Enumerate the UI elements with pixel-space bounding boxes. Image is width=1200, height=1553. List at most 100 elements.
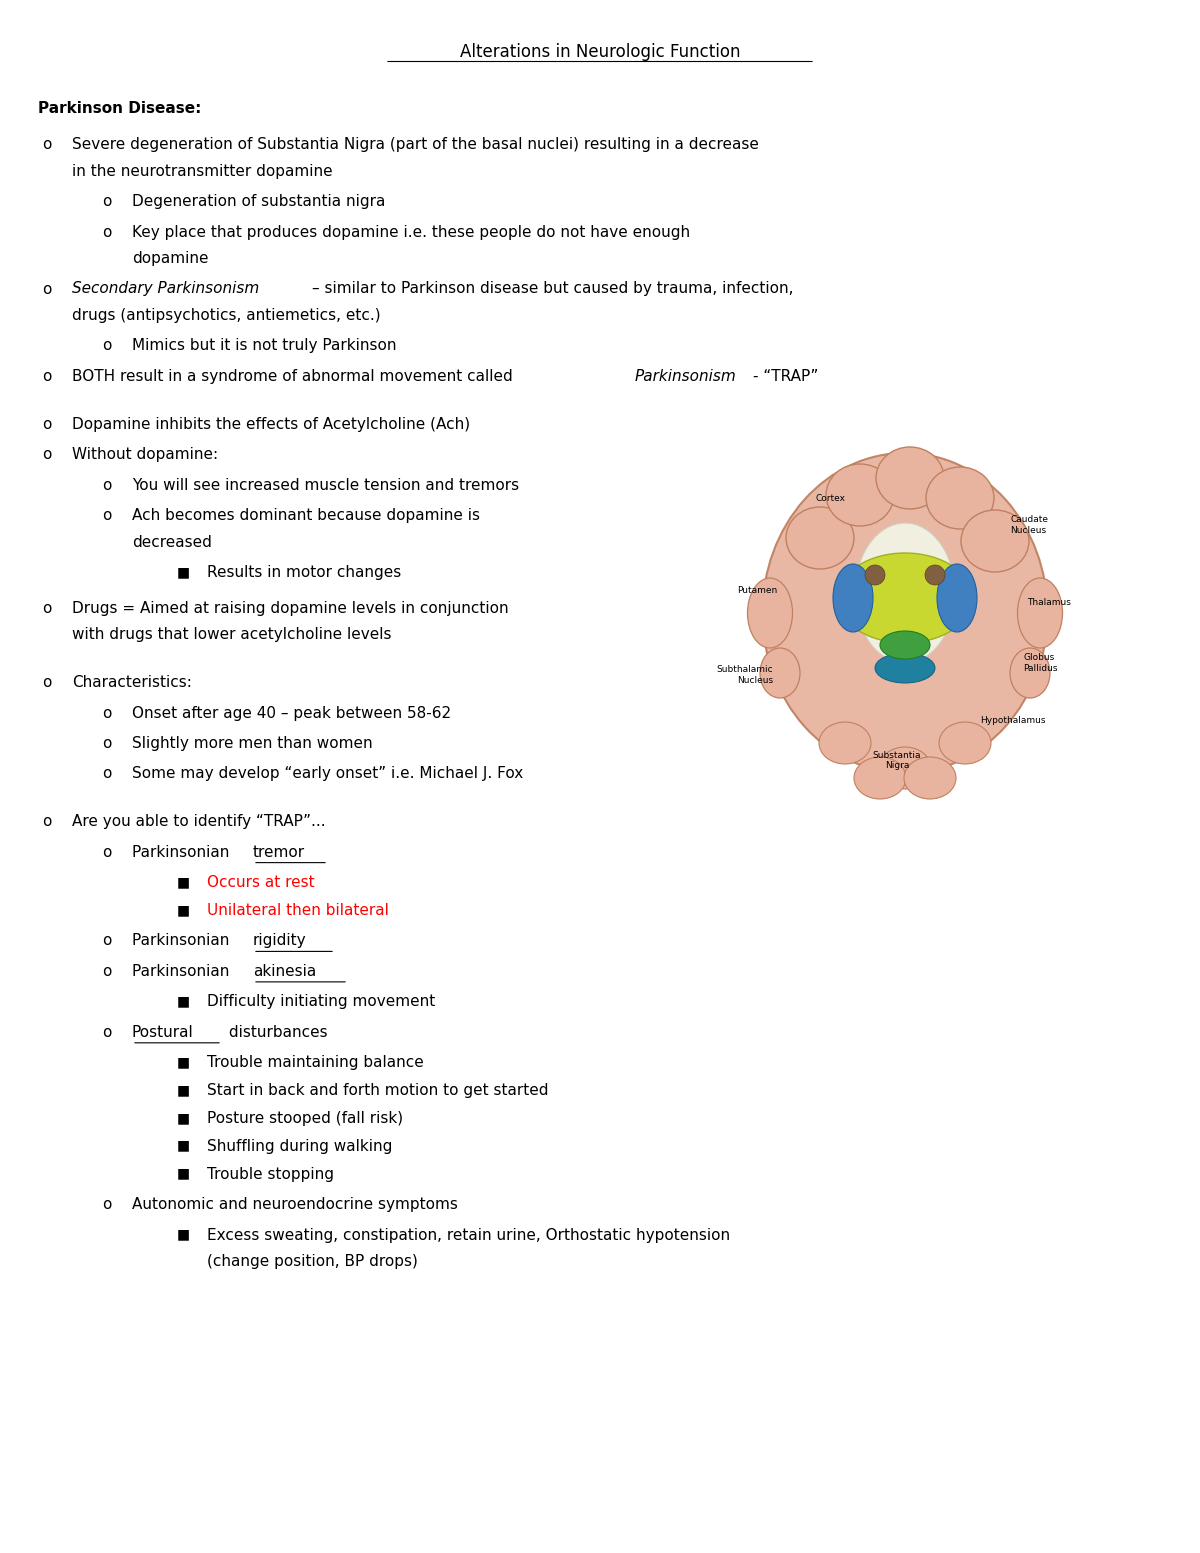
Text: Caudate
Nucleus: Caudate Nucleus <box>1010 516 1048 534</box>
Text: Thalamus: Thalamus <box>1027 598 1070 607</box>
Text: Start in back and forth motion to get started: Start in back and forth motion to get st… <box>208 1082 548 1098</box>
Ellipse shape <box>826 464 894 526</box>
Text: with drugs that lower acetylcholine levels: with drugs that lower acetylcholine leve… <box>72 627 391 643</box>
Text: o: o <box>42 370 52 384</box>
Text: o: o <box>102 508 112 523</box>
Ellipse shape <box>904 756 956 798</box>
Text: in the neurotransmitter dopamine: in the neurotransmitter dopamine <box>72 163 332 179</box>
Text: Cortex: Cortex <box>815 494 845 503</box>
Text: Parkinsonian: Parkinsonian <box>132 845 234 860</box>
Ellipse shape <box>926 467 994 530</box>
Ellipse shape <box>820 722 871 764</box>
Text: ■: ■ <box>178 1110 190 1124</box>
Text: Some may develop “early onset” i.e. Michael J. Fox: Some may develop “early onset” i.e. Mich… <box>132 767 523 781</box>
Text: Shuffling during walking: Shuffling during walking <box>208 1138 392 1154</box>
Text: Are you able to identify “TRAP”...: Are you able to identify “TRAP”... <box>72 814 325 829</box>
Text: Excess sweating, constipation, retain urine, Orthostatic hypotension: Excess sweating, constipation, retain ur… <box>208 1227 730 1242</box>
Text: rigidity: rigidity <box>253 933 307 949</box>
Text: Without dopamine:: Without dopamine: <box>72 447 218 463</box>
Text: Globus
Pallidus: Globus Pallidus <box>1022 654 1057 672</box>
Ellipse shape <box>880 747 931 789</box>
Text: o: o <box>102 1197 112 1211</box>
Text: Secondary Parkinsonism: Secondary Parkinsonism <box>72 281 259 297</box>
Text: o: o <box>102 705 112 721</box>
Text: disturbances: disturbances <box>224 1025 328 1041</box>
Text: ■: ■ <box>178 1227 190 1241</box>
Text: ■: ■ <box>178 1166 190 1180</box>
Text: drugs (antipsychotics, antiemetics, etc.): drugs (antipsychotics, antiemetics, etc.… <box>72 307 380 323</box>
Text: Drugs = Aimed at raising dopamine levels in conjunction: Drugs = Aimed at raising dopamine levels… <box>72 601 509 617</box>
Text: akinesia: akinesia <box>253 964 317 978</box>
Ellipse shape <box>875 652 935 683</box>
Text: Hypothalamus: Hypothalamus <box>980 716 1045 725</box>
Text: o: o <box>42 281 52 297</box>
Ellipse shape <box>760 648 800 697</box>
Text: (change position, BP drops): (change position, BP drops) <box>208 1255 418 1269</box>
Text: dopamine: dopamine <box>132 252 209 266</box>
Ellipse shape <box>762 453 1048 773</box>
Text: Parkinsonian: Parkinsonian <box>132 933 234 949</box>
Text: o: o <box>102 478 112 492</box>
Text: o: o <box>102 767 112 781</box>
Ellipse shape <box>876 447 944 509</box>
Text: BOTH result in a syndrome of abnormal movement called: BOTH result in a syndrome of abnormal mo… <box>72 370 517 384</box>
Text: Results in motor changes: Results in motor changes <box>208 565 401 581</box>
Text: o: o <box>42 676 52 690</box>
Ellipse shape <box>748 578 792 648</box>
Text: o: o <box>42 416 52 432</box>
Text: Characteristics:: Characteristics: <box>72 676 192 690</box>
Ellipse shape <box>833 564 874 632</box>
Text: tremor: tremor <box>253 845 305 860</box>
Ellipse shape <box>937 564 977 632</box>
Text: Postural: Postural <box>132 1025 193 1041</box>
Text: o: o <box>102 194 112 210</box>
Text: Difficulty initiating movement: Difficulty initiating movement <box>208 994 436 1009</box>
Text: Substantia
Nigra: Substantia Nigra <box>872 752 922 770</box>
Text: Parkinsonian: Parkinsonian <box>132 964 234 978</box>
Text: o: o <box>42 137 52 152</box>
Ellipse shape <box>961 509 1030 572</box>
Ellipse shape <box>1018 578 1062 648</box>
Text: ■: ■ <box>178 1082 190 1096</box>
Text: ■: ■ <box>178 994 190 1008</box>
Text: o: o <box>42 447 52 463</box>
Text: Alterations in Neurologic Function: Alterations in Neurologic Function <box>460 43 740 61</box>
Text: – similar to Parkinson disease but caused by trauma, infection,: – similar to Parkinson disease but cause… <box>312 281 793 297</box>
Text: Ach becomes dominant because dopamine is: Ach becomes dominant because dopamine is <box>132 508 480 523</box>
Text: ■: ■ <box>178 1056 190 1070</box>
Text: ■: ■ <box>178 1138 190 1152</box>
Text: Parkinsonism: Parkinsonism <box>635 370 737 384</box>
Text: Putamen: Putamen <box>737 587 778 595</box>
Text: o: o <box>102 225 112 239</box>
Text: Onset after age 40 – peak between 58-62: Onset after age 40 – peak between 58-62 <box>132 705 451 721</box>
Text: o: o <box>42 601 52 617</box>
Ellipse shape <box>880 631 930 658</box>
Text: Slightly more men than women: Slightly more men than women <box>132 736 373 752</box>
Ellipse shape <box>1010 648 1050 697</box>
Ellipse shape <box>854 756 906 798</box>
Text: Severe degeneration of Substantia Nigra (part of the basal nuclei) resulting in : Severe degeneration of Substantia Nigra … <box>72 137 758 152</box>
Text: Subthalamic
Nucleus: Subthalamic Nucleus <box>716 665 773 685</box>
Text: Autonomic and neuroendocrine symptoms: Autonomic and neuroendocrine symptoms <box>132 1197 458 1211</box>
Text: Posture stooped (fall risk): Posture stooped (fall risk) <box>208 1110 403 1126</box>
Text: ■: ■ <box>178 874 190 890</box>
Text: decreased: decreased <box>132 534 212 550</box>
Text: o: o <box>42 814 52 829</box>
Text: ■: ■ <box>178 902 190 916</box>
Ellipse shape <box>865 565 886 585</box>
Text: Dopamine inhibits the effects of Acetylcholine (Ach): Dopamine inhibits the effects of Acetylc… <box>72 416 470 432</box>
Text: Trouble stopping: Trouble stopping <box>208 1166 334 1182</box>
Text: ■: ■ <box>178 565 190 579</box>
Ellipse shape <box>786 506 854 568</box>
Text: - “TRAP”: - “TRAP” <box>754 370 818 384</box>
Text: Key place that produces dopamine i.e. these people do not have enough: Key place that produces dopamine i.e. th… <box>132 225 690 239</box>
Text: o: o <box>102 736 112 752</box>
Text: o: o <box>102 964 112 978</box>
Ellipse shape <box>940 722 991 764</box>
Text: You will see increased muscle tension and tremors: You will see increased muscle tension an… <box>132 478 520 492</box>
Text: Parkinson Disease:: Parkinson Disease: <box>38 101 202 116</box>
Text: Mimics but it is not truly Parkinson: Mimics but it is not truly Parkinson <box>132 339 396 354</box>
Text: Unilateral then bilateral: Unilateral then bilateral <box>208 902 389 918</box>
Text: o: o <box>102 339 112 354</box>
Text: o: o <box>102 845 112 860</box>
